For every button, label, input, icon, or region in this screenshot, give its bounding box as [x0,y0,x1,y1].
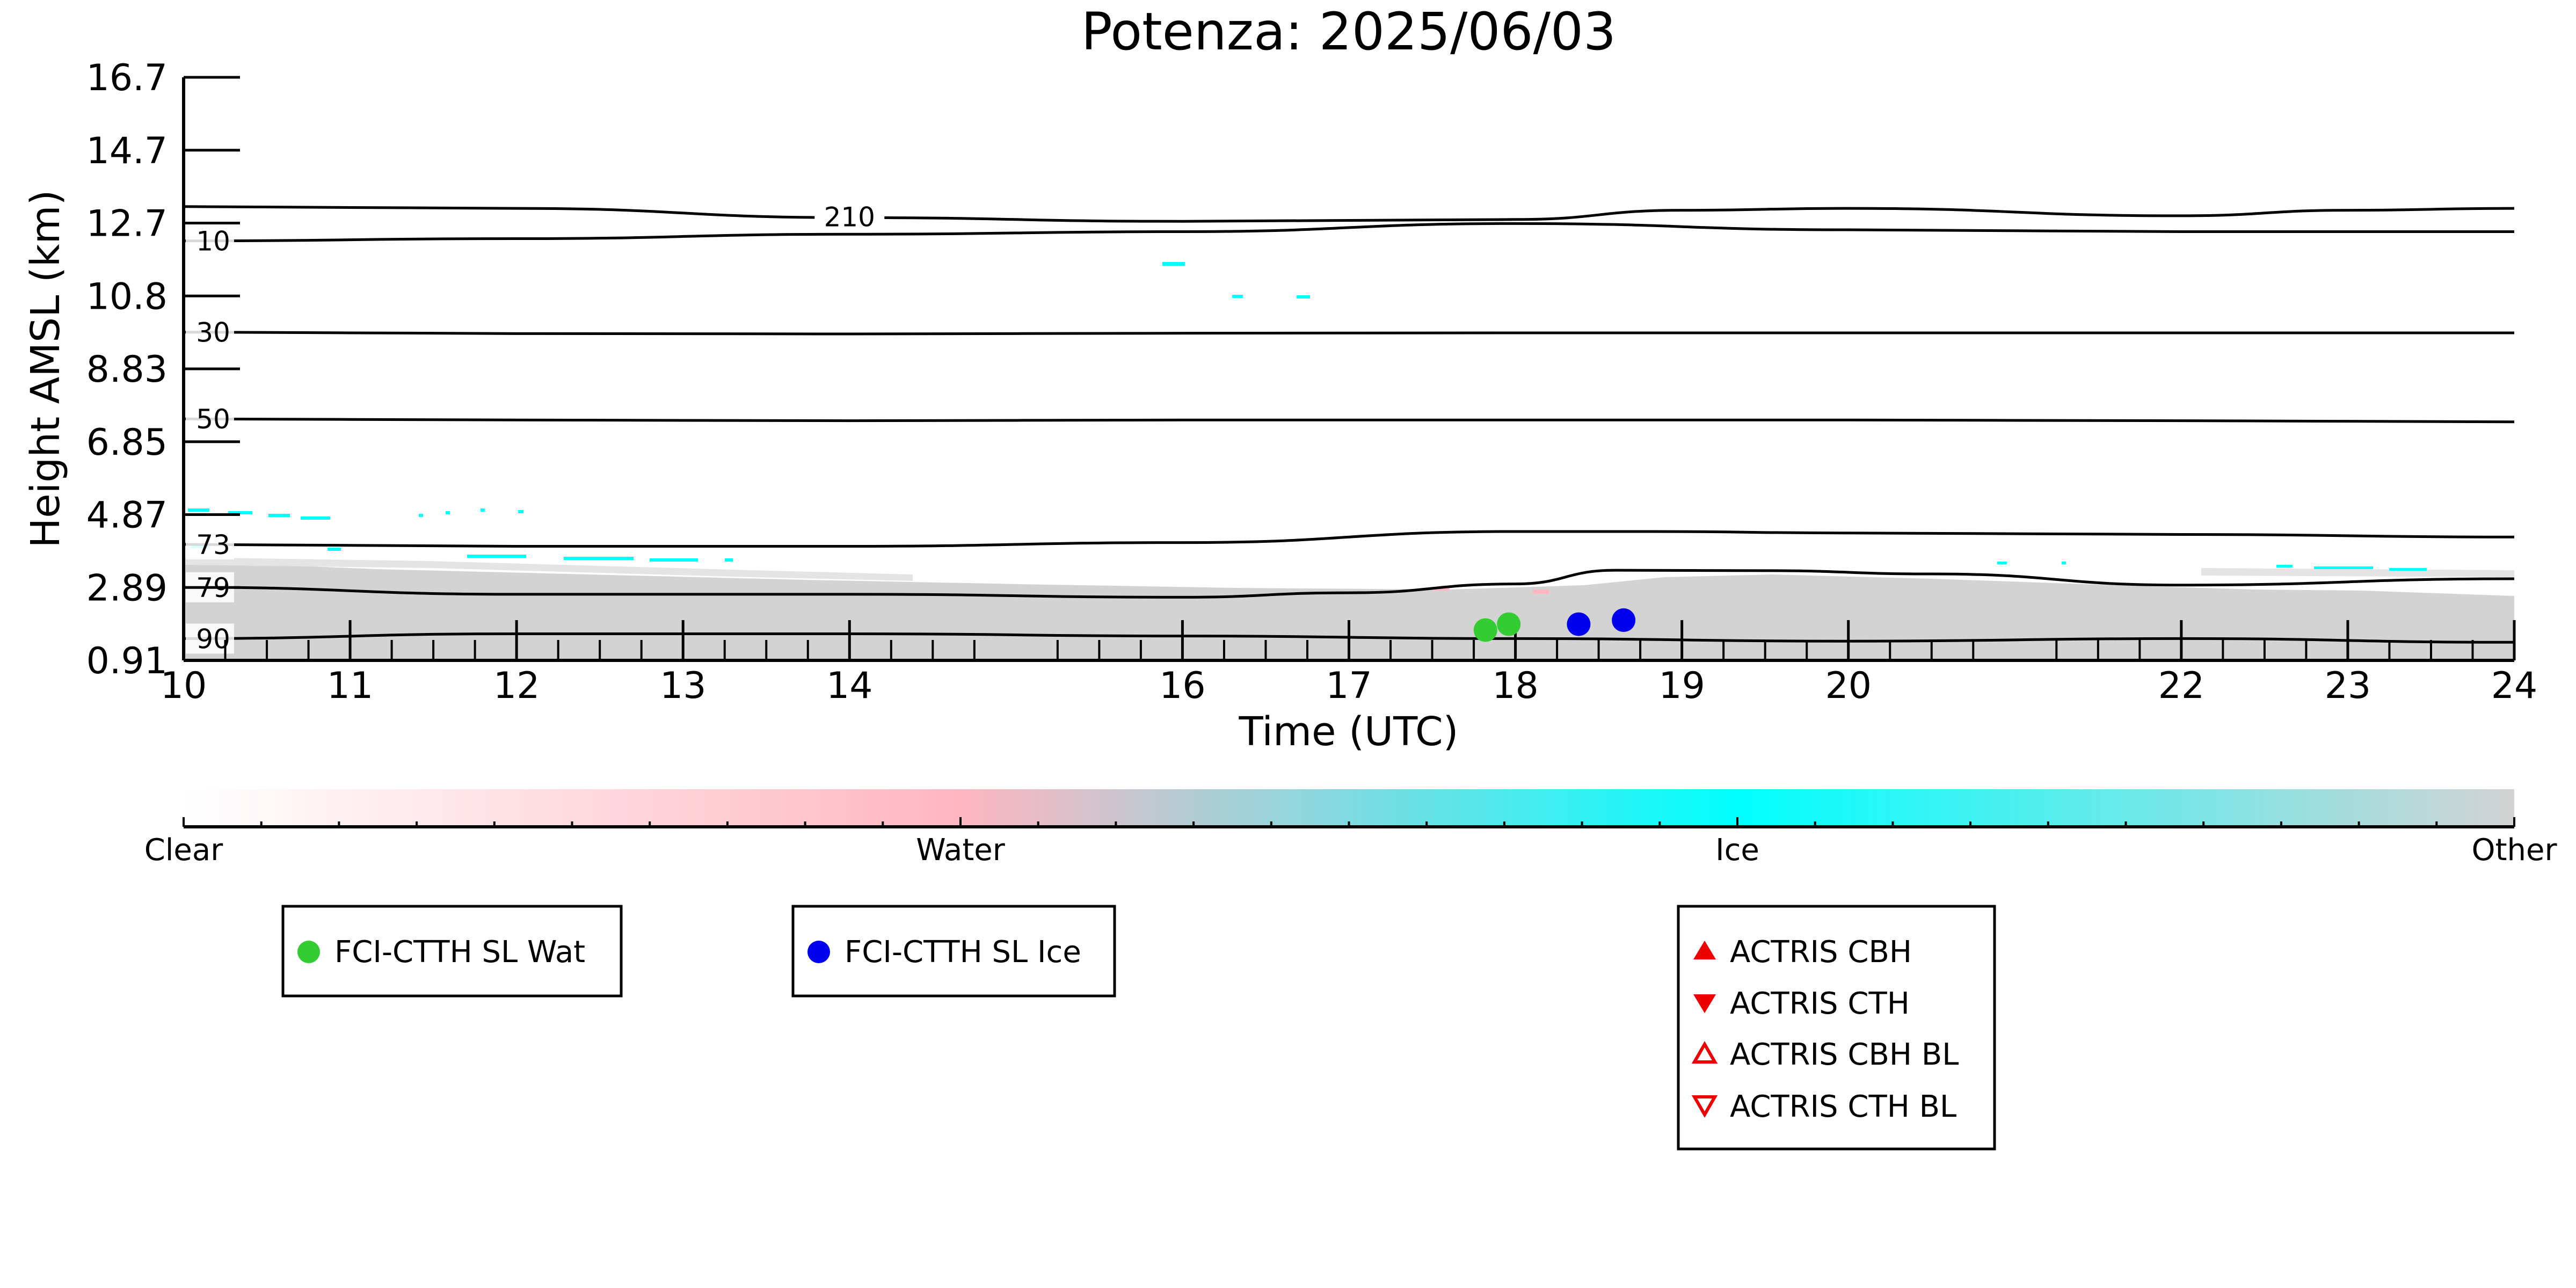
contour-label: 10 [196,226,230,257]
legend-marker-triangle-down-filled [1693,994,1716,1013]
x-tick-label: 20 [1825,665,1872,707]
contour-label-bg [186,317,234,347]
contour-line-10 [184,222,2514,243]
legend-fci-ice: FCI-CTTH SL Ice [791,905,1116,998]
contour-line-50 [184,417,2514,424]
contour-label: 73 [196,529,230,561]
colorbar-label-other: Other [2471,833,2557,868]
x-tick-label: 10 [161,665,207,707]
x-tick-label: 18 [1492,665,1539,707]
y-tick-label: 0.91 [86,640,168,682]
legend-label: ACTRIS CBH [1730,935,1912,970]
colorbar-label-ice: Ice [1715,833,1759,868]
contour-lines [184,205,2514,644]
contour-line-79 [184,569,2514,599]
legend-marker-triangle-down-open [1691,1095,1718,1118]
y-tick-label: 8.83 [86,348,168,391]
contour-line-73 [184,530,2514,548]
y-axis-label: Height AMSL (km) [23,190,69,548]
x-tick-label: 23 [2325,665,2371,707]
contour-label: 30 [196,317,230,348]
other-class-scatter [184,557,2514,581]
fci-wat-point [1473,618,1497,642]
y-tick-label: 10.8 [86,275,168,318]
legend-label: ACTRIS CTH BL [1730,1089,1956,1124]
contour-label-bg [814,200,885,233]
x-tick-label: 14 [826,665,873,707]
legend-fci-wat: FCI-CTTH SL Wat [281,905,623,998]
colorbar-gradient [184,789,2514,827]
legend-actris: ACTRIS CBH ACTRIS CTH ACTRIS CBH BL ACTR… [1677,905,1996,1151]
legend-label: ACTRIS CBH BL [1730,1037,1959,1072]
legend-label: FCI-CTTH SL Ice [845,935,1081,970]
fci-ice-point [1612,608,1636,632]
legend-marker-triangle-up-open [1691,1040,1718,1064]
x-tick-label: 11 [327,665,374,707]
fci-ctth-sl-wat-points [1473,612,1521,642]
contour-label: 50 [196,404,230,435]
legend-marker-triangle-up-filled [1693,941,1716,959]
legend-box [281,905,623,998]
x-tick-label: 24 [2491,665,2538,707]
y-tick-label: 2.89 [86,567,168,609]
x-tick-label: 17 [1326,665,1372,707]
chart-title: Potenza: 2025/06/03 [1081,2,1616,62]
y-tick-label: 12.7 [86,203,168,245]
x-tick-label: 19 [1658,665,1705,707]
y-tick-label: 4.87 [86,494,168,537]
other-class-layer [184,561,2514,660]
x-axis-ticks: 10 11 12 13 14 16 17 18 19 20 22 23 24 [161,620,2538,707]
x-tick-label: 22 [2158,665,2205,707]
fci-ice-point [1567,612,1591,636]
legend-box [1677,905,1996,1151]
legend-marker-green-circle [297,941,320,963]
fci-ctth-sl-ice-points [1567,608,1636,636]
colorbar: Clear Water Ice Other [144,789,2557,868]
colorbar-label-clear: Clear [144,833,223,868]
contour-label-bg [186,404,234,434]
ice-class-patches [188,262,2427,571]
x-tick-label: 16 [1159,665,1206,707]
x-tick-label: 13 [660,665,707,707]
contour-label-bg [186,225,234,256]
y-axis-ticks: 0.91 2.89 4.87 6.85 8.83 10.8 12.7 14.7 16.7 [86,57,240,682]
y-tick-label: 6.85 [86,421,168,464]
contour-line-30 [184,331,2514,336]
x-tick-label: 12 [493,665,540,707]
fci-wat-point [1497,612,1521,636]
contour-line-210 [184,205,2514,223]
legend-label: FCI-CTTH SL Wat [334,935,585,970]
legend-label: ACTRIS CTH [1730,986,1910,1021]
legend-marker-blue-circle [807,941,830,963]
colorbar-label-water: Water [916,833,1006,868]
contour-label: 210 [824,201,875,232]
x-axis-label: Time (UTC) [1238,709,1458,755]
y-tick-label: 16.7 [86,57,168,99]
y-tick-label: 14.7 [86,130,168,172]
contour-label-bg [186,529,234,560]
legend-box [791,905,1116,998]
